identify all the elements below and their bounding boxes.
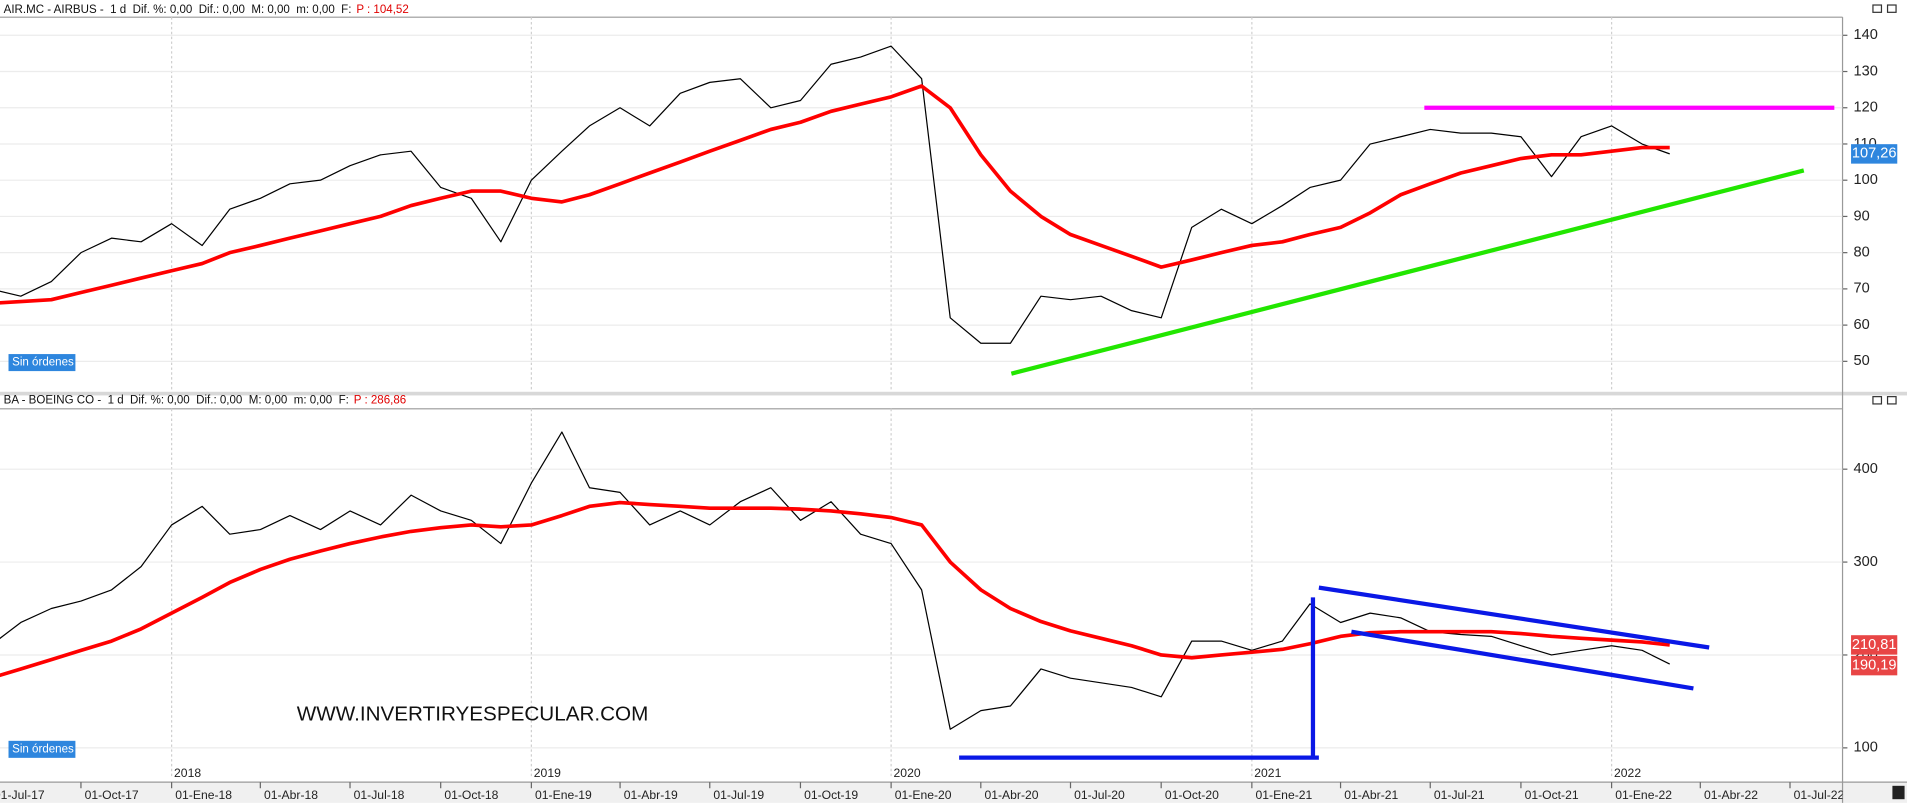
price-line [0,431,1670,730]
x-tick-label: 01-Abr-22 [1704,788,1758,802]
x-tick-label: 01-Jul-21 [1434,788,1485,802]
header-price: P : 286,86 [354,394,406,406]
price-line [0,84,1670,305]
header-text: BA - BOEING CO - 1 d Dif. %: 0,00 Dif.: … [4,394,349,406]
trendline [1318,585,1710,650]
price-tag [1851,144,1898,164]
price-tag-label: 210,81 [1852,637,1897,653]
y-tick-label: 300 [1853,554,1877,570]
trendline [1010,168,1805,376]
y-tick-label: 100 [1853,740,1877,756]
plot-layer: 01-Jul-17 01-Oct-17 01-Ene-18 01-Abr-18 01-J… [0,17,1845,802]
x-tick-label: 01-Oct-19 [804,788,858,802]
x-tick-label: 01-Ene-20 [895,788,952,802]
x-tick-label: 01-Jul-18 [354,788,405,802]
price-line [0,500,1670,678]
price-line [0,45,1670,344]
button[interactable] [1872,4,1883,13]
x-tick-label: 01-Abr-21 [1344,788,1398,802]
window-buttons [1872,4,1905,800]
header-price: P : 104,52 [356,4,408,16]
y-tick-label: 130 [1853,63,1877,79]
year-label: 2020 [894,766,921,780]
price-tag [1851,655,1898,676]
x-tick-label: 01-Jul-20 [1074,788,1125,802]
y-tick-label: 70 [1853,281,1869,297]
button[interactable] [1886,396,1897,405]
x-tick-label: 01-Abr-18 [264,788,318,802]
x-tick-label: 01-Ene-21 [1256,788,1313,802]
y-tick-label: 80 [1853,245,1869,261]
y-tick-label: 60 [1853,317,1869,333]
status-badge [8,740,76,758]
status-label: Sin órdenes [12,743,74,755]
x-tick-label: 01-Abr-19 [624,788,678,802]
y-tick-label: 90 [1853,208,1869,224]
trendline [1351,629,1694,691]
x-tick-label: 01-Oct-18 [444,788,498,802]
x-tick-label: 01-Jul-22 [1794,788,1845,802]
panel-header: AIR.MC - AIRBUS - 1 d Dif. %: 0,00 Dif.:… [4,4,409,16]
x-tick-label: 01-Jul-19 [713,788,764,802]
panel-separator [0,391,1907,396]
x-tick-label: 01-Oct-17 [85,788,139,802]
status-badge [8,354,76,372]
x-tick-label: 01-Ene-19 [535,788,592,802]
y-tick-label: 400 [1853,461,1877,477]
header-text: AIR.MC - AIRBUS - 1 d Dif. %: 0,00 Dif.:… [4,4,352,16]
watermark: WWW.INVERTIRYESPECULAR.COM [297,703,649,726]
x-tick-label: 01-Ene-18 [175,788,232,802]
y-tick-label: 100 [1853,172,1877,188]
button[interactable] [1892,785,1905,800]
year-label: 2019 [534,766,561,780]
year-label: 2022 [1614,766,1641,780]
y-tick-label: 140 [1853,27,1877,43]
x-tick-label: 01-Jul-17 [0,788,45,802]
x-tick-label: 01-Ene-22 [1615,788,1672,802]
button[interactable] [1872,396,1883,405]
y-tick-label: 50 [1853,353,1869,369]
x-tick-label: 01-Oct-21 [1525,788,1579,802]
panel-header: BA - BOEING CO - 1 d Dif. %: 0,00 Dif.: … [4,394,407,406]
status-label: Sin órdenes [12,357,74,369]
button[interactable] [1886,4,1897,13]
y-tick-label: 120 [1853,100,1877,116]
price-tag-label: 190,19 [1852,657,1897,673]
year-label: 2021 [1254,766,1281,780]
year-label: 2018 [174,766,201,780]
x-tick-label: 01-Abr-20 [984,788,1038,802]
price-tag-label: 107,26 [1852,146,1897,162]
x-tick-label: 01-Oct-20 [1165,788,1219,802]
price-tag [1851,635,1898,655]
